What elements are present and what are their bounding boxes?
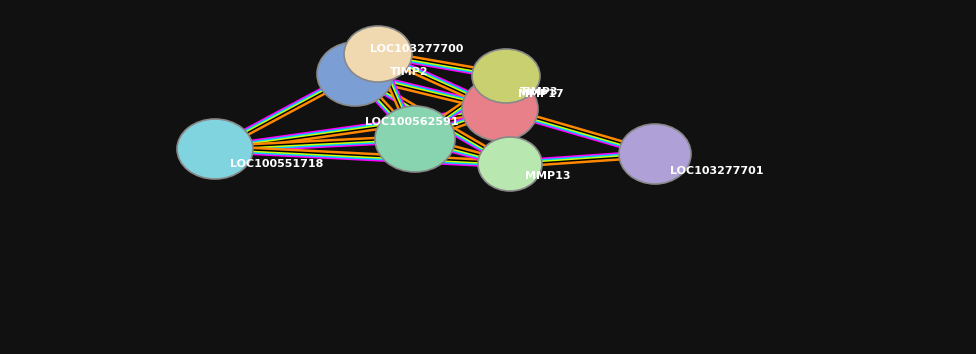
Text: TIMP2: TIMP2 [390, 67, 428, 77]
Ellipse shape [619, 124, 691, 184]
Ellipse shape [462, 77, 538, 141]
Text: MMP17: MMP17 [518, 89, 563, 99]
Text: LOC100551718: LOC100551718 [230, 159, 323, 169]
Text: LOC103277700: LOC103277700 [370, 44, 464, 54]
Ellipse shape [344, 26, 412, 82]
Text: LOC103277701: LOC103277701 [670, 166, 763, 176]
Ellipse shape [177, 119, 253, 179]
Text: TIMP3: TIMP3 [520, 87, 558, 97]
Ellipse shape [478, 137, 542, 191]
Ellipse shape [317, 42, 393, 106]
Text: LOC100562591: LOC100562591 [365, 117, 459, 127]
Text: MMP13: MMP13 [525, 171, 571, 181]
Ellipse shape [375, 106, 455, 172]
Ellipse shape [472, 49, 540, 103]
